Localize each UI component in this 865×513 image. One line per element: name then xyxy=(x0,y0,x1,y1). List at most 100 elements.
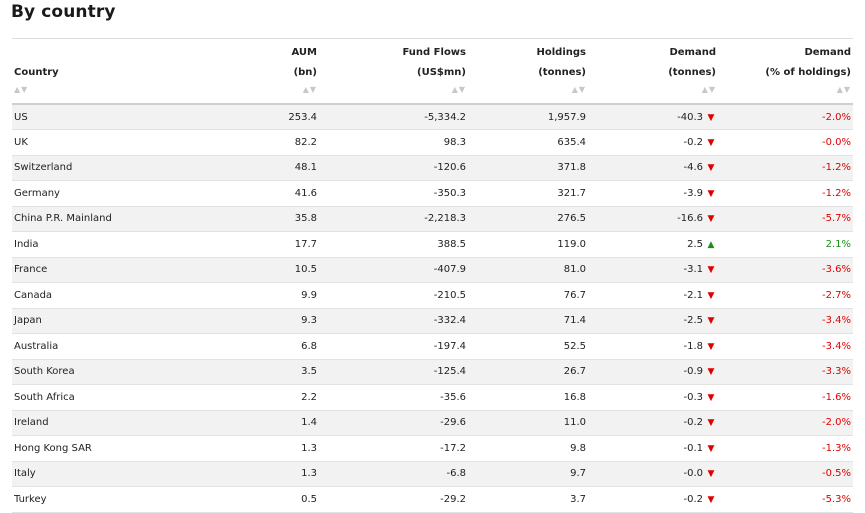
page-title: By country xyxy=(11,2,116,22)
demand-pct-cell: -2.7% xyxy=(718,282,853,309)
table-row: Canada 9.9 -210.5 76.7 -2.1 ▼ -2.7% xyxy=(12,282,853,309)
demand-pct-cell: -2.0% xyxy=(718,104,853,130)
country-cell: India xyxy=(12,231,172,258)
table-row: Switzerland 48.1 -120.6 371.8 -4.6 ▼ -1.2% xyxy=(12,155,853,181)
holdings-cell: 71.4 xyxy=(468,308,588,334)
country-cell: Germany xyxy=(12,180,172,207)
fund-flows-cell: -197.4 xyxy=(319,333,468,360)
holdings-cell: 3.7 xyxy=(468,486,588,513)
country-cell: China P.R. Mainland xyxy=(12,206,172,232)
demand-pct-cell: -2.0% xyxy=(718,410,853,436)
table-row: South Africa 2.2 -35.6 16.8 -0.3 ▼ -1.6% xyxy=(12,384,853,411)
sort-icon[interactable]: ▲▼ xyxy=(701,85,716,94)
fund-flows-cell: -5,334.2 xyxy=(319,104,468,130)
country-cell: Ireland xyxy=(12,410,172,436)
holdings-cell: 26.7 xyxy=(468,359,588,385)
down-arrow-icon: ▼ xyxy=(707,367,715,378)
column-header-fund-flows[interactable]: Fund Flows (US$mn) ▲▼ xyxy=(319,38,468,104)
table-row: South Korea 3.5 -125.4 26.7 -0.9 ▼ -3.3% xyxy=(12,359,853,385)
down-arrow-icon: ▼ xyxy=(707,494,715,505)
holdings-cell: 276.5 xyxy=(468,206,588,232)
fund-flows-cell: -125.4 xyxy=(319,359,468,385)
fund-flows-cell: -350.3 xyxy=(319,180,468,207)
table-row: India 17.7 388.5 119.0 2.5 ▲ 2.1% xyxy=(12,231,853,258)
up-arrow-icon: ▲ xyxy=(707,239,715,250)
holdings-cell: 9.7 xyxy=(468,461,588,487)
sort-icon[interactable]: ▲▼ xyxy=(571,85,586,94)
country-cell: South Korea xyxy=(12,359,172,385)
demand-cell: -3.1 ▼ xyxy=(588,257,718,283)
column-header-holdings[interactable]: Holdings (tonnes) ▲▼ xyxy=(468,38,588,104)
sort-icon[interactable]: ▲▼ xyxy=(302,85,317,94)
demand-pct-cell: -3.6% xyxy=(718,257,853,283)
table-row: China P.R. Mainland 35.8 -2,218.3 276.5 -16.… xyxy=(12,206,853,232)
sort-icon[interactable]: ▲▼ xyxy=(836,85,851,94)
holdings-cell: 76.7 xyxy=(468,282,588,309)
demand-value: -0.2 xyxy=(683,493,703,505)
column-header-label: Country xyxy=(14,67,59,78)
table-row: Germany 41.6 -350.3 321.7 -3.9 ▼ -1.2% xyxy=(12,180,853,207)
country-cell: UK xyxy=(12,129,172,156)
demand-pct-cell: -5.3% xyxy=(718,486,853,513)
demand-cell: -0.3 ▼ xyxy=(588,384,718,411)
fund-flows-cell: -17.2 xyxy=(319,435,468,462)
demand-value: -3.1 xyxy=(683,264,703,276)
demand-pct-cell: -3.4% xyxy=(718,333,853,360)
aum-cell: 6.8 xyxy=(172,333,319,360)
fund-flows-cell: -210.5 xyxy=(319,282,468,309)
down-arrow-icon: ▼ xyxy=(707,137,715,148)
column-header-label: Demand xyxy=(804,47,851,58)
sort-icon[interactable]: ▲▼ xyxy=(451,85,466,94)
column-header-label: Holdings xyxy=(536,47,586,58)
country-cell: Japan xyxy=(12,308,172,334)
column-header-unit: (bn) xyxy=(293,67,317,78)
column-header-demand-pct[interactable]: Demand (% of holdings) ▲▼ xyxy=(718,38,853,104)
holdings-cell: 9.8 xyxy=(468,435,588,462)
demand-cell: -3.9 ▼ xyxy=(588,180,718,207)
aum-cell: 82.2 xyxy=(172,129,319,156)
demand-value: -0.9 xyxy=(683,366,703,378)
down-arrow-icon: ▼ xyxy=(707,316,715,327)
demand-value: -4.6 xyxy=(683,162,703,174)
holdings-cell: 16.8 xyxy=(468,384,588,411)
down-arrow-icon: ▼ xyxy=(707,188,715,199)
demand-cell: -40.3 ▼ xyxy=(588,104,718,130)
column-header-demand[interactable]: Demand (tonnes) ▲▼ xyxy=(588,38,718,104)
table-row: UK 82.2 98.3 635.4 -0.2 ▼ -0.0% xyxy=(12,129,853,156)
down-arrow-icon: ▼ xyxy=(707,418,715,429)
demand-pct-cell: -3.3% xyxy=(718,359,853,385)
country-cell: Turkey xyxy=(12,486,172,513)
fund-flows-cell: 98.3 xyxy=(319,129,468,156)
demand-cell: -4.6 ▼ xyxy=(588,155,718,181)
country-table: Country ▲▼ AUM (bn) ▲▼ Fund Flows (US$mn… xyxy=(12,38,853,513)
table-row: Japan 9.3 -332.4 71.4 -2.5 ▼ -3.4% xyxy=(12,308,853,334)
demand-value: -2.5 xyxy=(683,315,703,327)
down-arrow-icon: ▼ xyxy=(707,112,715,123)
aum-cell: 9.3 xyxy=(172,308,319,334)
demand-value: -2.1 xyxy=(683,289,703,301)
table-row: US 253.4 -5,334.2 1,957.9 -40.3 ▼ -2.0% xyxy=(12,104,853,130)
demand-value: -3.9 xyxy=(683,187,703,199)
down-arrow-icon: ▼ xyxy=(707,265,715,276)
holdings-cell: 635.4 xyxy=(468,129,588,156)
down-arrow-icon: ▼ xyxy=(707,469,715,480)
demand-value: 2.5 xyxy=(687,238,703,250)
aum-cell: 3.5 xyxy=(172,359,319,385)
aum-cell: 1.3 xyxy=(172,461,319,487)
demand-cell: 2.5 ▲ xyxy=(588,231,718,258)
country-cell: Italy xyxy=(12,461,172,487)
column-header-aum[interactable]: AUM (bn) ▲▼ xyxy=(172,38,319,104)
aum-cell: 253.4 xyxy=(172,104,319,130)
demand-pct-cell: 2.1% xyxy=(718,231,853,258)
aum-cell: 17.7 xyxy=(172,231,319,258)
country-table-container: Country ▲▼ AUM (bn) ▲▼ Fund Flows (US$mn… xyxy=(12,38,853,513)
fund-flows-cell: -6.8 xyxy=(319,461,468,487)
fund-flows-cell: -29.6 xyxy=(319,410,468,436)
demand-value: -0.3 xyxy=(683,391,703,403)
column-header-country[interactable]: Country ▲▼ xyxy=(12,38,172,104)
holdings-cell: 11.0 xyxy=(468,410,588,436)
demand-pct-cell: -1.2% xyxy=(718,155,853,181)
fund-flows-cell: 388.5 xyxy=(319,231,468,258)
table-row: Hong Kong SAR 1.3 -17.2 9.8 -0.1 ▼ -1.3% xyxy=(12,435,853,462)
sort-icon[interactable]: ▲▼ xyxy=(14,85,29,94)
